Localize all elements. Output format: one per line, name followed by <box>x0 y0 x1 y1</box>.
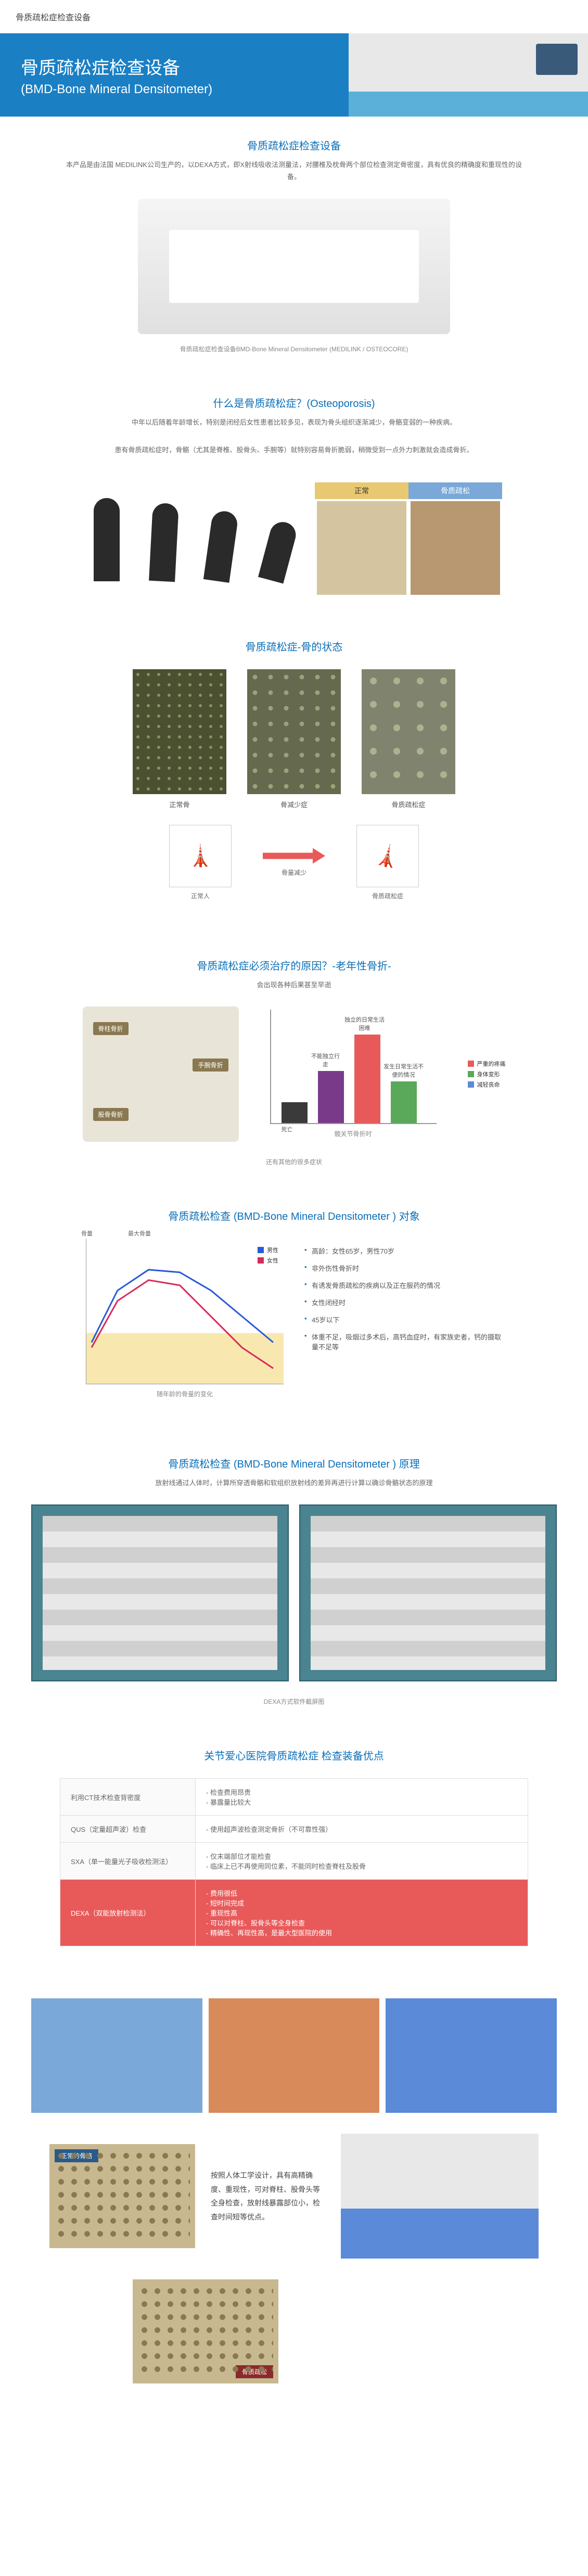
gallery-section: 正常的骨骼 按照人体工学设计，具有高精确度、重现性，可对脊柱、股骨头等全身检查，… <box>0 1998 588 2420</box>
advantages-section: 关节爱心医院骨质疏松症 检查装备优点 利用CT技术检查背密度检查费用昂贵暴露量比… <box>0 1727 588 1983</box>
hero-image <box>349 33 588 117</box>
target-item: 体重不足，吸烟过多术后，高钙血症时，有家族史者，钙的摄取量不足等 <box>304 1332 502 1351</box>
what-heading: 什么是骨质疏松症？(Osteoporosis) <box>31 395 557 410</box>
software-screenshot-2 <box>299 1504 557 1681</box>
table-row: QUS（定量超声波）检查使用超声波检查测定骨折（不可靠性强） <box>60 1816 528 1843</box>
principle-heading: 骨质疏松检查 (BMD-Bone Mineral Densitometer ) … <box>31 1456 557 1471</box>
target-item: 非外伤性骨折时 <box>304 1263 502 1273</box>
bar-chart: 死亡 不能独立行走 独立的日常生活困难 发生日常生活不便的情况 <box>270 1010 437 1124</box>
target-section: 骨质疏松检查 (BMD-Bone Mineral Densitometer ) … <box>0 1187 588 1435</box>
target-item: 有诱发骨质疏松的疾病以及正在服药的情况 <box>304 1280 502 1290</box>
table-row: 利用CT技术检查背密度检查费用昂贵暴露量比较大 <box>60 1779 528 1816</box>
final-text: 按照人体工学设计，具有高精确度、重现性，可对脊柱、股骨头等全身检查，放射线暴露部… <box>211 2169 325 2224</box>
label-normal: 正常 <box>315 482 408 499</box>
target-list: 高龄：女性65岁，男性70岁非外伤性骨折时有诱发骨质疏松的疾病以及正在服药的情况… <box>304 1239 502 1359</box>
breadcrumb: 骨质疏松症检查设备 <box>0 0 588 33</box>
gallery-image <box>209 1998 380 2113</box>
hero-banner: 骨质疏松症检查设备 (BMD-Bone Mineral Densitometer… <box>0 33 588 117</box>
line-chart: 骨量 最大骨量 男性 女性 <box>86 1239 284 1384</box>
software-screenshot-1 <box>31 1504 289 1681</box>
tower-normal <box>169 825 232 887</box>
principle-section: 骨质疏松检查 (BMD-Bone Mineral Densitometer ) … <box>0 1435 588 1727</box>
hero-title: 骨质疏松症检查设备 <box>21 54 328 79</box>
micro-reduced <box>247 669 341 794</box>
micro-normal <box>133 669 226 794</box>
gallery-image <box>31 1998 202 2113</box>
advantages-heading: 关节爱心医院骨质疏松症 检查装备优点 <box>31 1748 557 1763</box>
advantages-table: 利用CT技术检查背密度检查费用昂贵暴露量比较大QUS（定量超声波）检查使用超声波… <box>60 1778 528 1946</box>
label-osteo: 骨质疏松 <box>408 482 502 499</box>
posture-row <box>86 488 299 581</box>
target-item: 45岁以下 <box>304 1315 502 1324</box>
state-heading: 骨质疏松症-骨的状态 <box>31 639 557 654</box>
micro-osteo <box>362 669 455 794</box>
intro-section: 骨质疏松症检查设备 本产品是由法国 MEDILINK公司生产的，以DEXA方式，… <box>0 117 588 374</box>
gallery-image <box>386 1998 557 2113</box>
machine-caption: 骨质疏松症检查设备BMD-Bone Mineral Densitometer (… <box>31 345 557 353</box>
table-row: SXA（单一能量光子吸收检测法）仅末端部位才能检查临床上已不再使用同位素，不能同… <box>60 1843 528 1880</box>
what-section: 什么是骨质疏松症？(Osteoporosis) 中年以后随着年龄增长，特别是闭经… <box>0 374 588 618</box>
machine-image <box>138 199 450 334</box>
bone-sample-normal: 正常的骨骼 <box>49 2144 195 2248</box>
hero-subtitle: (BMD-Bone Mineral Densitometer) <box>21 82 328 97</box>
bone-compare: 正常 骨质疏松 <box>315 482 502 597</box>
reason-section: 骨质疏松症必须治疗的原因？-老年性骨折- 会出现各种后果甚至早逝 脊柱骨折 手腕… <box>0 937 588 1187</box>
target-heading: 骨质疏松检查 (BMD-Bone Mineral Densitometer ) … <box>31 1208 557 1223</box>
final-machine-image <box>341 2134 539 2259</box>
reason-heading: 骨质疏松症必须治疗的原因？-老年性骨折- <box>31 958 557 973</box>
intro-heading: 骨质疏松症检查设备 <box>31 137 557 152</box>
tower-lean <box>356 825 419 887</box>
arrow-icon <box>263 848 325 864</box>
what-p1: 中年以后随着年龄增长，特别是闭经后女性患者比较多见，表现为骨头组织逐渐减少，骨骼… <box>60 416 528 428</box>
chart-legend: 严重的疼痛 身体变形 减轻丧命 <box>468 1057 506 1091</box>
intro-lead: 本产品是由法国 MEDILINK公司生产的，以DEXA方式，即X射线吸收法测量法… <box>60 159 528 183</box>
target-item: 女性闭经时 <box>304 1297 502 1307</box>
what-p2: 患有骨质疏松症时，骨骼（尤其是脊椎、股骨头、手腕等）就特别容易骨折脆弱，稍微受到… <box>60 444 528 456</box>
body-diagram: 脊柱骨折 手腕骨折 股骨骨折 <box>83 1006 239 1142</box>
table-row: DEXA（双能放射检测法）费用很低短时间完成重现性高可以对脊柱、股骨头等全身检查… <box>60 1880 528 1946</box>
state-section: 骨质疏松症-骨的状态 正常骨 骨减少症 骨质疏松症 正常人 骨量减少 骨质疏松症 <box>0 618 588 937</box>
target-item: 高龄：女性65岁，男性70岁 <box>304 1246 502 1256</box>
bone-sample-osteo: 骨质疏松 <box>133 2279 278 2383</box>
